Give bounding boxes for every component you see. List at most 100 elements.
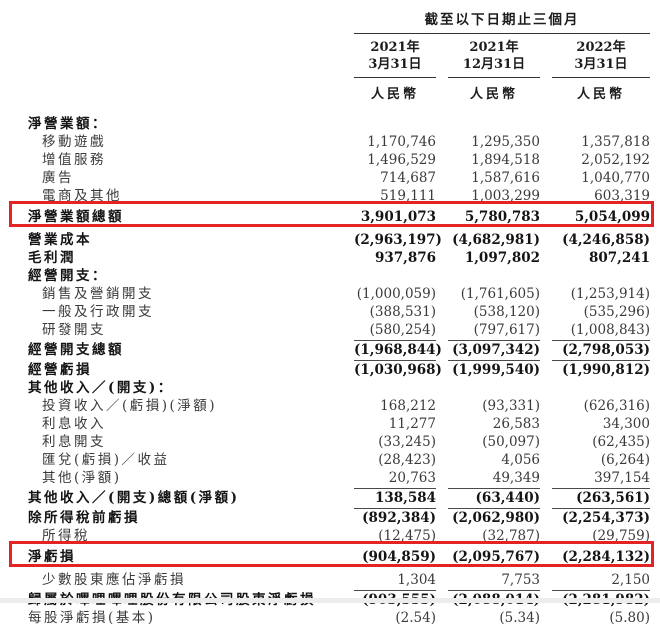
row-label: 電商及其他: [42, 188, 122, 204]
row-label: 增值服務: [42, 152, 106, 168]
cell-value: (1,030,968): [354, 362, 442, 378]
cell-value: (6,264): [600, 452, 650, 468]
cell-value: (2,798,053): [552, 342, 650, 361]
table-row: 增值服務 1,496,529 1,894,518 2,052,192: [28, 148, 650, 168]
column-date: 2021年 3月31日: [354, 39, 436, 78]
cell-value: (1,253,914): [570, 286, 650, 302]
table-row: 投資收入／(虧損)(淨額) 168,212 (93,331) (626,316): [28, 394, 650, 414]
cell-value: 1,003,299: [471, 188, 540, 204]
column-date: 2021年 12月31日: [448, 39, 540, 78]
table-row: 其他收入／(開支)總額(淨額) 138,584 (63,440) (263,561): [28, 486, 650, 509]
row-label: 移動遊戲: [42, 134, 106, 150]
column-year: 2021年: [370, 40, 420, 55]
row-label: 淨營業額：: [28, 116, 108, 132]
cell-value: (3,097,342): [448, 342, 540, 361]
row-label: 每股淨虧損(基本): [28, 610, 156, 626]
cell-value: (28,423): [378, 452, 436, 468]
table-row: 少數股東應佔淨虧損 1,304 7,753 2,150: [28, 568, 650, 591]
column-header-1: 2021年 3月31日 人民幣: [354, 39, 436, 108]
row-label: 營業成本: [28, 232, 92, 248]
cell-value: 1,295,350: [471, 134, 540, 150]
cell-value: (32,787): [482, 528, 540, 544]
cell-value: 3,901,073: [360, 209, 436, 225]
table-row: 毛利潤 937,876 1,097,802 807,241: [28, 246, 650, 266]
cell-value: (4,682,981): [452, 232, 540, 248]
cell-value: 49,349: [448, 470, 540, 489]
cell-value: (1,968,844): [354, 342, 442, 361]
cell-value: (580,254): [354, 322, 436, 341]
cell-value: 519,111: [380, 188, 436, 204]
column-day: 3月31日: [368, 57, 422, 72]
period-title: 截至以下日期止三個月: [354, 6, 650, 34]
row-label: 利息開支: [42, 434, 106, 450]
row-label: 銷售及營銷開支: [42, 286, 154, 302]
cell-value: 937,876: [374, 250, 436, 266]
cell-value: (1,761,605): [460, 286, 540, 302]
table-row: 利息收入 11,277 26,583 34,300: [28, 412, 650, 432]
column-date: 2022年 3月31日: [552, 39, 650, 78]
table-row: 所得稅 (12,475) (32,787) (29,759): [28, 524, 650, 544]
cell-value: (2,254,373): [562, 510, 650, 526]
cell-value: 168,212: [380, 398, 436, 414]
cell-value: 5,054,099: [574, 209, 650, 225]
row-label: 經營開支總額: [28, 342, 124, 358]
table-row: 研發開支 (580,254) (797,617) (1,008,843): [28, 318, 650, 341]
table-row: 經營虧損 (1,030,968) (1,999,540) (1,990,812): [28, 358, 650, 378]
table-row-highlighted: 淨虧損 (904,859) (2,095,767) (2,284,132): [9, 541, 654, 567]
cell-value: (5.34): [499, 610, 540, 626]
cell-value: 1,894,518: [471, 152, 540, 168]
cell-value: 603,319: [594, 188, 650, 204]
header-spacer: [28, 6, 346, 108]
row-label: 除所得稅前虧損: [28, 510, 140, 526]
cell-value: (2,284,132): [562, 549, 650, 565]
cell-value: 1,587,616: [471, 170, 540, 186]
cell-value: (892,384): [362, 510, 436, 526]
table-row: 利息開支 (33,245) (50,097) (62,435): [28, 430, 650, 450]
table-row: 電商及其他 519,111 1,003,299 603,319: [28, 184, 650, 204]
cell-value: (1,990,812): [562, 362, 650, 378]
row-label: 匯兌(虧損)／收益: [42, 452, 170, 468]
table-row: 銷售及營銷開支 (1,000,059) (1,761,605) (1,253,914): [28, 282, 650, 302]
cell-value: 714,687: [380, 170, 436, 186]
cell-value: 1,040,770: [581, 170, 650, 186]
column-currency: 人民幣: [576, 87, 625, 102]
table-row: 營業成本 (2,963,197) (4,682,981) (4,246,858): [28, 228, 650, 248]
header-columns-block: 截至以下日期止三個月 2021年 3月31日 人民幣 2021年 12月31日 …: [346, 6, 650, 108]
table-row: 每股淨虧損(基本) (2.54) (5.34) (5.80): [28, 606, 650, 626]
table-row: 淨營業額：: [28, 112, 650, 132]
row-label: 其他收入／(開支)：: [28, 380, 174, 396]
page-bottom-edge: [0, 598, 660, 603]
row-label: 淨營業額總額: [28, 209, 124, 225]
cell-value: (29,759): [592, 528, 650, 544]
column-year: 2021年: [469, 40, 519, 55]
cell-value: 4,056: [501, 452, 540, 468]
cell-value: (2,062,980): [452, 510, 540, 526]
cell-value: 397,154: [552, 470, 650, 489]
cell-value: (2.54): [395, 610, 436, 626]
table-row: 除所得稅前虧損 (892,384) (2,062,980) (2,254,373): [28, 506, 650, 526]
cell-value: 1,496,529: [367, 152, 436, 168]
table-header: 截至以下日期止三個月 2021年 3月31日 人民幣 2021年 12月31日 …: [28, 6, 650, 108]
cell-value: (263,561): [552, 490, 650, 509]
cell-value: 807,241: [588, 250, 650, 266]
cell-value: 1,357,818: [581, 134, 650, 150]
column-day: 12月31日: [462, 57, 526, 72]
row-label: 淨虧損: [28, 549, 76, 565]
row-label: 毛利潤: [28, 250, 76, 266]
row-label: 研發開支: [42, 322, 106, 338]
cell-value: 2,150: [552, 572, 650, 591]
row-label: 利息收入: [42, 416, 106, 432]
cell-value: 20,763: [354, 470, 436, 489]
cell-value: 5,780,783: [464, 209, 540, 225]
cell-value: (538,120): [473, 304, 540, 320]
cell-value: (12,475): [378, 528, 436, 544]
table-row-highlighted: 淨營業額總額 3,901,073 5,780,783 5,054,099: [9, 201, 654, 227]
cell-value: 1,097,802: [464, 250, 540, 266]
column-currency: 人民幣: [370, 87, 419, 102]
cell-value: 34,300: [602, 416, 650, 432]
cell-value: (5.80): [609, 610, 650, 626]
table-row: 歸屬於嗶哩嗶哩股份有限公司股東淨虧損(903,555)(2,088,014)(2…: [28, 588, 650, 608]
cell-value: 1,304: [354, 572, 436, 591]
cell-value: 2,052,192: [581, 152, 650, 168]
